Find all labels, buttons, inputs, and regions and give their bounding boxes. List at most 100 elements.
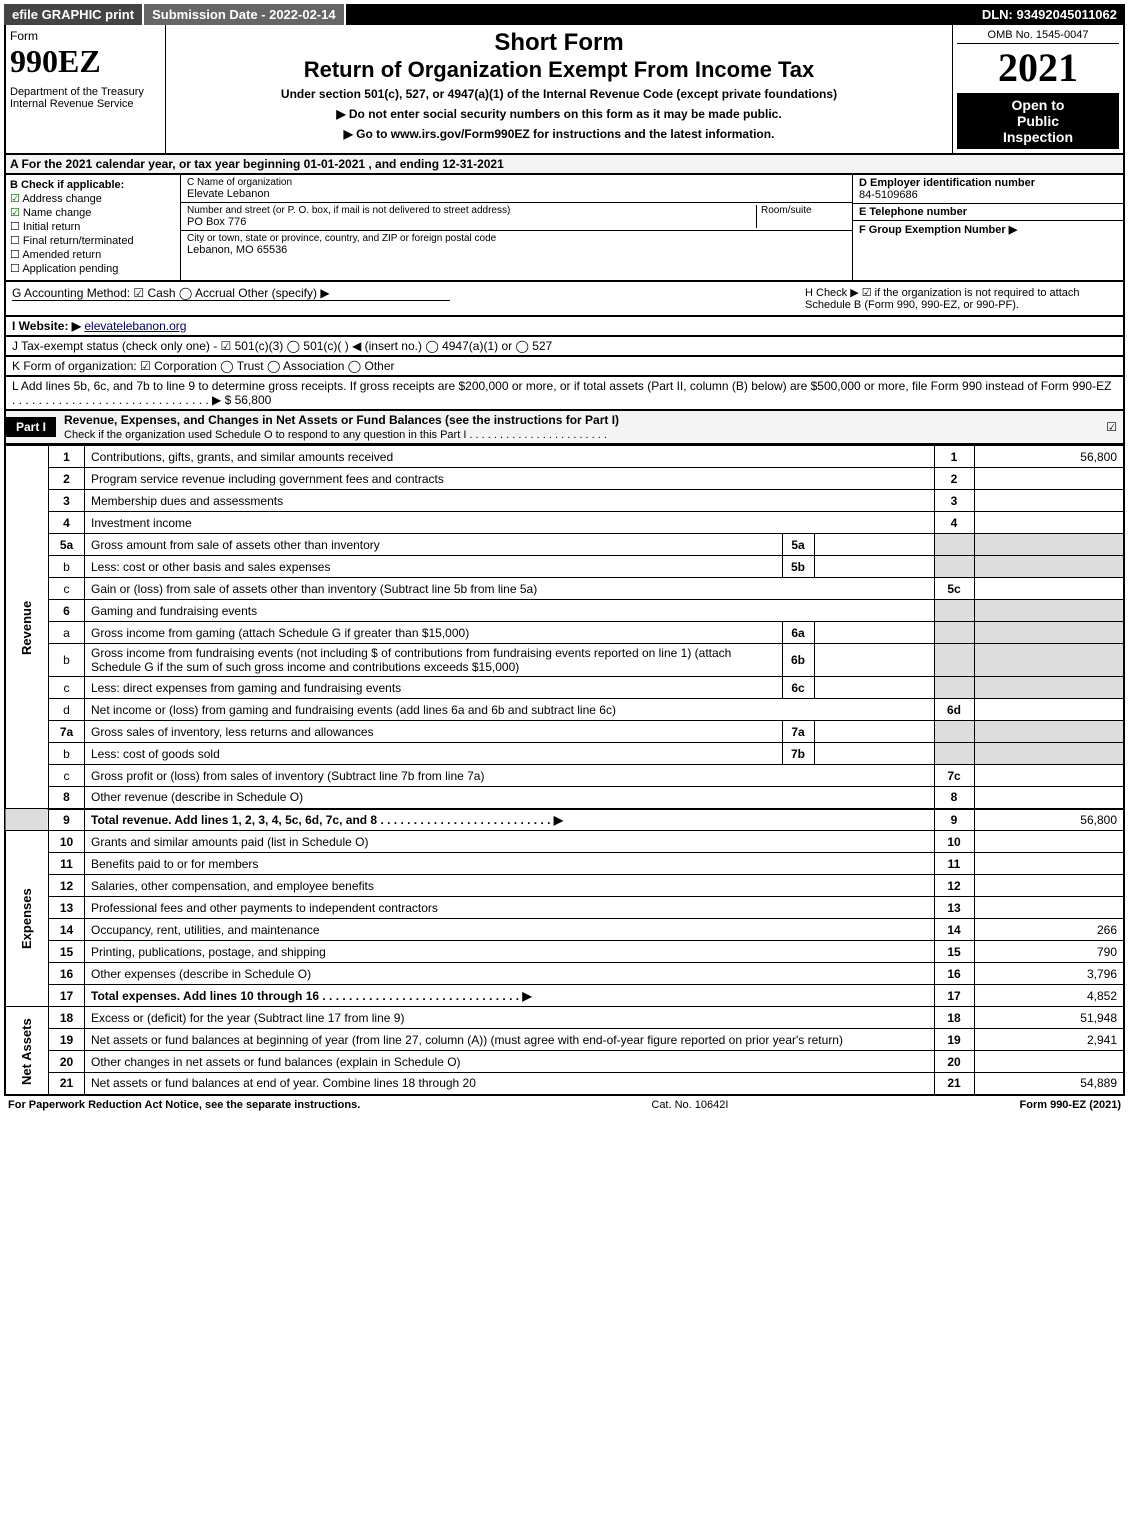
num-11: 11: [934, 853, 974, 875]
table-row: c Gain or (loss) from sale of assets oth…: [5, 578, 1124, 600]
shade-6c: [934, 677, 974, 699]
cell-org-name: C Name of organization Elevate Lebanon: [181, 175, 852, 203]
side-revenue: Revenue: [5, 446, 49, 809]
open-to-public-box: Open to Public Inspection: [957, 93, 1119, 149]
row-l-gross-receipts: L Add lines 5b, 6c, and 7b to line 9 to …: [4, 377, 1125, 411]
val-9: 56,800: [974, 809, 1124, 831]
shade-6c-v: [974, 677, 1124, 699]
efile-label[interactable]: efile GRAPHIC print: [4, 4, 144, 25]
desc-7c: Gross profit or (loss) from sales of inv…: [85, 765, 935, 787]
ln-17: 17: [49, 985, 85, 1007]
part1-table: Revenue 1 Contributions, gifts, grants, …: [4, 445, 1125, 1096]
title-short-form: Short Form: [174, 29, 944, 57]
shade-6b-v: [974, 644, 1124, 677]
table-row: 6 Gaming and fundraising events: [5, 600, 1124, 622]
desc-5c: Gain or (loss) from sale of assets other…: [85, 578, 935, 600]
num-1: 1: [934, 446, 974, 468]
part1-check[interactable]: ☑: [1106, 420, 1123, 434]
ln-6: 6: [49, 600, 85, 622]
inval-7a: [814, 721, 934, 743]
footer-left: For Paperwork Reduction Act Notice, see …: [8, 1099, 360, 1111]
ln-11: 11: [49, 853, 85, 875]
cell-city: City or town, state or province, country…: [181, 231, 852, 258]
innum-6a: 6a: [782, 622, 814, 644]
val-5c: [974, 578, 1124, 600]
ln-1: 1: [49, 446, 85, 468]
table-row: 8 Other revenue (describe in Schedule O)…: [5, 787, 1124, 809]
val-13: [974, 897, 1124, 919]
ln-2: 2: [49, 468, 85, 490]
table-row: 4 Investment income 4: [5, 512, 1124, 534]
num-15: 15: [934, 941, 974, 963]
header-right: OMB No. 1545-0047 2021 Open to Public In…: [953, 25, 1123, 153]
desc-4: Investment income: [85, 512, 935, 534]
chk-address-change[interactable]: Address change: [10, 192, 176, 205]
chk-name-change[interactable]: Name change: [10, 206, 176, 219]
desc-6a: Gross income from gaming (attach Schedul…: [85, 622, 783, 644]
ln-19: 19: [49, 1029, 85, 1051]
part1-desc: Revenue, Expenses, and Changes in Net As…: [64, 411, 1106, 443]
num-9: 9: [934, 809, 974, 831]
ln-9: 9: [49, 809, 85, 831]
table-row: b Less: cost or other basis and sales ex…: [5, 556, 1124, 578]
ln-7b: b: [49, 743, 85, 765]
row-h-schedule-b: H Check ▶ ☑ if the organization is not r…: [797, 286, 1117, 311]
ln-21: 21: [49, 1073, 85, 1095]
num-13: 13: [934, 897, 974, 919]
col-c-org-info: C Name of organization Elevate Lebanon N…: [181, 175, 853, 280]
inval-5b: [814, 556, 934, 578]
row-a-tax-year: A For the 2021 calendar year, or tax yea…: [4, 155, 1125, 175]
table-row: Revenue 1 Contributions, gifts, grants, …: [5, 446, 1124, 468]
table-row: 11 Benefits paid to or for members 11: [5, 853, 1124, 875]
ln-13: 13: [49, 897, 85, 919]
num-16: 16: [934, 963, 974, 985]
dln-label: DLN: 93492045011062: [974, 4, 1125, 25]
label-website: I Website: ▶: [12, 319, 81, 333]
value-address: PO Box 776: [187, 216, 756, 228]
chk-application-pending[interactable]: Application pending: [10, 262, 176, 275]
col-de: D Employer identification number 84-5109…: [853, 175, 1123, 280]
open-l3: Inspection: [961, 129, 1115, 145]
shade-6-v: [974, 600, 1124, 622]
dept-label: Department of the Treasury Internal Reve…: [10, 86, 161, 110]
link-website[interactable]: elevatelebanon.org: [84, 319, 186, 333]
innum-7a: 7a: [782, 721, 814, 743]
subtitle-goto: ▶ Go to www.irs.gov/Form990EZ for instru…: [174, 127, 944, 141]
num-20: 20: [934, 1051, 974, 1073]
header-left: Form 990EZ Department of the Treasury In…: [6, 25, 166, 153]
innum-6c: 6c: [782, 677, 814, 699]
chk-amended-return[interactable]: Amended return: [10, 248, 176, 261]
label-group-exemption: F Group Exemption Number ▶: [859, 224, 1017, 236]
label-address: Number and street (or P. O. box, if mail…: [187, 205, 756, 216]
col-b-checkboxes: B Check if applicable: Address change Na…: [6, 175, 181, 280]
cell-phone: E Telephone number: [853, 204, 1123, 221]
chk-initial-return[interactable]: Initial return: [10, 220, 176, 233]
page-footer: For Paperwork Reduction Act Notice, see …: [4, 1096, 1125, 1114]
inval-6a: [814, 622, 934, 644]
ln-12: 12: [49, 875, 85, 897]
table-row: d Net income or (loss) from gaming and f…: [5, 699, 1124, 721]
table-row: b Gross income from fundraising events (…: [5, 644, 1124, 677]
desc-5a: Gross amount from sale of assets other t…: [85, 534, 783, 556]
desc-18: Excess or (deficit) for the year (Subtra…: [85, 1007, 935, 1029]
accounting-method: G Accounting Method: ☑ Cash ◯ Accrual Ot…: [12, 286, 450, 301]
cell-address: Number and street (or P. O. box, if mail…: [181, 203, 852, 231]
side-netassets: Net Assets: [5, 1007, 49, 1095]
open-l2: Public: [961, 113, 1115, 129]
innum-6b: 6b: [782, 644, 814, 677]
side-expenses: Expenses: [5, 831, 49, 1007]
ln-7a: 7a: [49, 721, 85, 743]
desc-8: Other revenue (describe in Schedule O): [85, 787, 935, 809]
shade-6: [934, 600, 974, 622]
form-word: Form: [10, 29, 161, 43]
ln-5b: b: [49, 556, 85, 578]
label-city: City or town, state or province, country…: [187, 233, 846, 244]
val-19: 2,941: [974, 1029, 1124, 1051]
desc-11: Benefits paid to or for members: [85, 853, 935, 875]
open-l1: Open to: [961, 97, 1115, 113]
ln-6a: a: [49, 622, 85, 644]
desc-19: Net assets or fund balances at beginning…: [85, 1029, 935, 1051]
desc-6b: Gross income from fundraising events (no…: [85, 644, 783, 677]
chk-final-return[interactable]: Final return/terminated: [10, 234, 176, 247]
subtitle-ssn: ▶ Do not enter social security numbers o…: [174, 107, 944, 121]
